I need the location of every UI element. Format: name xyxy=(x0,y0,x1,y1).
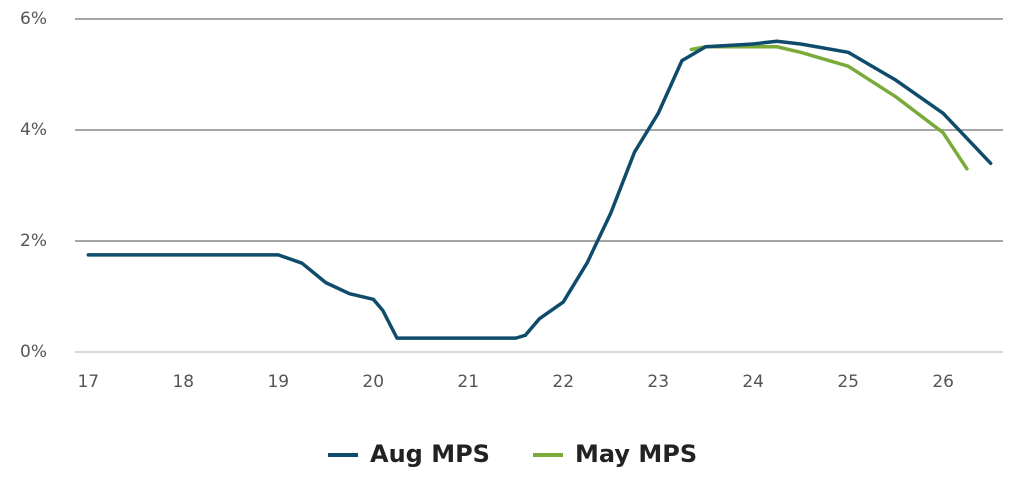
x-tick-label: 17 xyxy=(77,372,99,392)
x-tick-label: 18 xyxy=(172,372,194,392)
y-tick-label: 4% xyxy=(20,120,47,140)
x-tick-label: 22 xyxy=(552,372,574,392)
legend-label: May MPS xyxy=(575,440,697,468)
x-tick-label: 20 xyxy=(362,372,384,392)
x-tick-label: 21 xyxy=(457,372,479,392)
legend-label: Aug MPS xyxy=(370,440,490,468)
x-tick-label: 19 xyxy=(267,372,289,392)
x-tick-label: 24 xyxy=(742,372,764,392)
y-tick-label: 2% xyxy=(20,231,47,251)
x-tick-label: 26 xyxy=(932,372,954,392)
series-line xyxy=(86,39,993,340)
y-tick-label: 6% xyxy=(20,9,47,29)
x-tick-label: 23 xyxy=(647,372,669,392)
y-tick-label: 0% xyxy=(20,342,47,362)
series-line xyxy=(689,45,969,171)
x-tick-label: 25 xyxy=(837,372,859,392)
